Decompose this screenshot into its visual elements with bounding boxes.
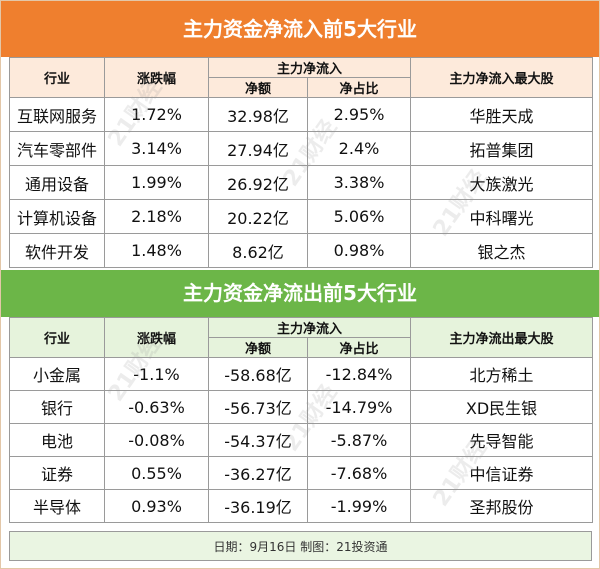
- table-row: 电池 -0.08% -54.37亿 -5.87% 先导智能: [9, 423, 594, 457]
- ratio-cell: 2.95%: [306, 97, 412, 132]
- table-row: 软件开发 1.48% 8.62亿 0.98% 银之杰: [9, 233, 594, 268]
- table-header-row: 行业 涨跌幅 主力净流入 主力净流出最大股: [9, 317, 594, 358]
- amount-cell: -56.73亿: [208, 390, 308, 424]
- change-cell: 0.55%: [104, 456, 209, 490]
- header-industry: 行业: [9, 317, 105, 358]
- header-net-group: 主力净流入: [207, 57, 412, 78]
- ratio-cell: 3.38%: [306, 165, 412, 200]
- change-cell: 3.14%: [104, 131, 209, 166]
- outflow-title: 主力资金净流出前5大行业: [1, 270, 599, 317]
- top-stock-cell: 银之杰: [410, 233, 594, 268]
- footer-credit: 日期：9月16日 制图：21投资通: [9, 531, 592, 561]
- industry-cell: 汽车零部件: [9, 131, 105, 166]
- amount-cell: 27.94亿: [208, 131, 308, 166]
- header-net-group: 主力净流入: [207, 317, 412, 338]
- table-row: 证券 0.55% -36.27亿 -7.68% 中信证券: [9, 456, 594, 490]
- change-cell: 1.48%: [104, 233, 209, 268]
- table-subheader-row: 净额 净占比: [10, 77, 593, 98]
- top-stock-cell: XD民生银: [410, 390, 594, 424]
- ratio-cell: -12.84%: [306, 357, 412, 391]
- amount-cell: -54.37亿: [208, 423, 308, 457]
- ratio-cell: 2.4%: [306, 131, 412, 166]
- change-cell: 1.99%: [104, 165, 209, 200]
- inflow-table: 行业 涨跌幅 主力净流入 主力净流入最大股 净额 净占比 互联网服务 1.72%…: [9, 57, 594, 268]
- ratio-cell: 0.98%: [306, 233, 412, 268]
- table-row: 计算机设备 2.18% 20.22亿 5.06% 中科曙光: [9, 199, 594, 234]
- industry-cell: 软件开发: [9, 233, 105, 268]
- amount-cell: -58.68亿: [208, 357, 308, 391]
- ratio-cell: 5.06%: [306, 199, 412, 234]
- change-cell: 2.18%: [104, 199, 209, 234]
- top-stock-cell: 大族激光: [410, 165, 594, 200]
- table-row: 汽车零部件 3.14% 27.94亿 2.4% 拓普集团: [9, 131, 594, 166]
- top-stock-cell: 中信证券: [410, 456, 594, 490]
- industry-cell: 银行: [9, 390, 105, 424]
- top-stock-cell: 先导智能: [410, 423, 594, 457]
- top-stock-cell: 拓普集团: [410, 131, 594, 166]
- header-amount: 净额: [208, 337, 308, 358]
- table-row: 半导体 0.93% -36.19亿 -1.99% 圣邦股份: [9, 489, 594, 523]
- header-ratio: 净占比: [306, 77, 412, 98]
- amount-cell: -36.19亿: [208, 489, 308, 523]
- amount-cell: 26.92亿: [208, 165, 308, 200]
- top-stock-cell: 北方稀土: [410, 357, 594, 391]
- inflow-title: 主力资金净流入前5大行业: [1, 1, 599, 57]
- amount-cell: 20.22亿: [208, 199, 308, 234]
- ratio-cell: -14.79%: [306, 390, 412, 424]
- table-row: 小金属 -1.1% -58.68亿 -12.84% 北方稀土: [9, 357, 594, 391]
- industry-cell: 互联网服务: [9, 97, 105, 132]
- top-stock-cell: 圣邦股份: [410, 489, 594, 523]
- amount-cell: 32.98亿: [208, 97, 308, 132]
- change-cell: -0.63%: [104, 390, 209, 424]
- change-cell: 1.72%: [104, 97, 209, 132]
- amount-cell: -36.27亿: [208, 456, 308, 490]
- industry-cell: 半导体: [9, 489, 105, 523]
- top-stock-cell: 中科曙光: [410, 199, 594, 234]
- header-top-stock: 主力净流入最大股: [410, 57, 594, 98]
- industry-cell: 电池: [9, 423, 105, 457]
- industry-cell: 计算机设备: [9, 199, 105, 234]
- header-ratio: 净占比: [306, 337, 412, 358]
- ratio-cell: -7.68%: [306, 456, 412, 490]
- table-row: 银行 -0.63% -56.73亿 -14.79% XD民生银: [9, 390, 594, 424]
- table-subheader-row: 净额 净占比: [10, 337, 593, 358]
- header-top-stock: 主力净流出最大股: [410, 317, 594, 358]
- header-industry: 行业: [9, 57, 105, 98]
- header-change: 涨跌幅: [104, 317, 209, 358]
- table-row: 通用设备 1.99% 26.92亿 3.38% 大族激光: [9, 165, 594, 200]
- outflow-table: 行业 涨跌幅 主力净流入 主力净流出最大股 净额 净占比 小金属 -1.1% -…: [9, 317, 594, 523]
- ratio-cell: -1.99%: [306, 489, 412, 523]
- top-stock-cell: 华胜天成: [410, 97, 594, 132]
- amount-cell: 8.62亿: [208, 233, 308, 268]
- change-cell: -0.08%: [104, 423, 209, 457]
- table-header-row: 行业 涨跌幅 主力净流入 主力净流入最大股: [9, 57, 594, 98]
- change-cell: 0.93%: [104, 489, 209, 523]
- ratio-cell: -5.87%: [306, 423, 412, 457]
- industry-cell: 小金属: [9, 357, 105, 391]
- header-change: 涨跌幅: [104, 57, 209, 98]
- header-amount: 净额: [208, 77, 308, 98]
- industry-cell: 通用设备: [9, 165, 105, 200]
- change-cell: -1.1%: [104, 357, 209, 391]
- table-row: 互联网服务 1.72% 32.98亿 2.95% 华胜天成: [9, 97, 594, 132]
- industry-cell: 证券: [9, 456, 105, 490]
